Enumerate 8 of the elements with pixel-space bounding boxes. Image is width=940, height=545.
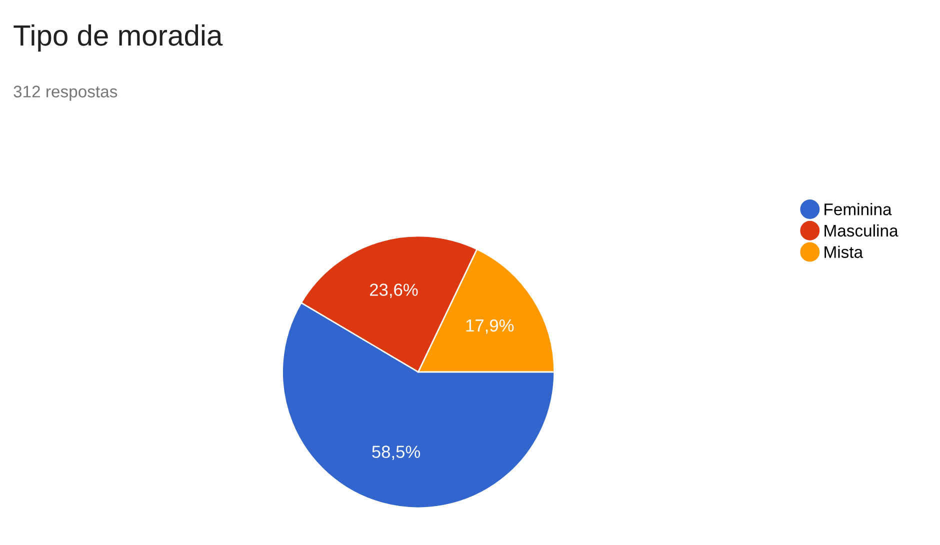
chart-title: Tipo de moradia — [14, 24, 223, 52]
legend-label: Masculina — [824, 224, 898, 237]
legend-label: Feminina — [824, 203, 892, 216]
data-label: 17,9% — [466, 319, 514, 334]
legend-label: Mista — [824, 246, 864, 258]
data-label: 23,6% — [370, 284, 418, 298]
text: 312 respostas — [14, 86, 118, 101]
data-label: 58,5% — [372, 446, 420, 460]
